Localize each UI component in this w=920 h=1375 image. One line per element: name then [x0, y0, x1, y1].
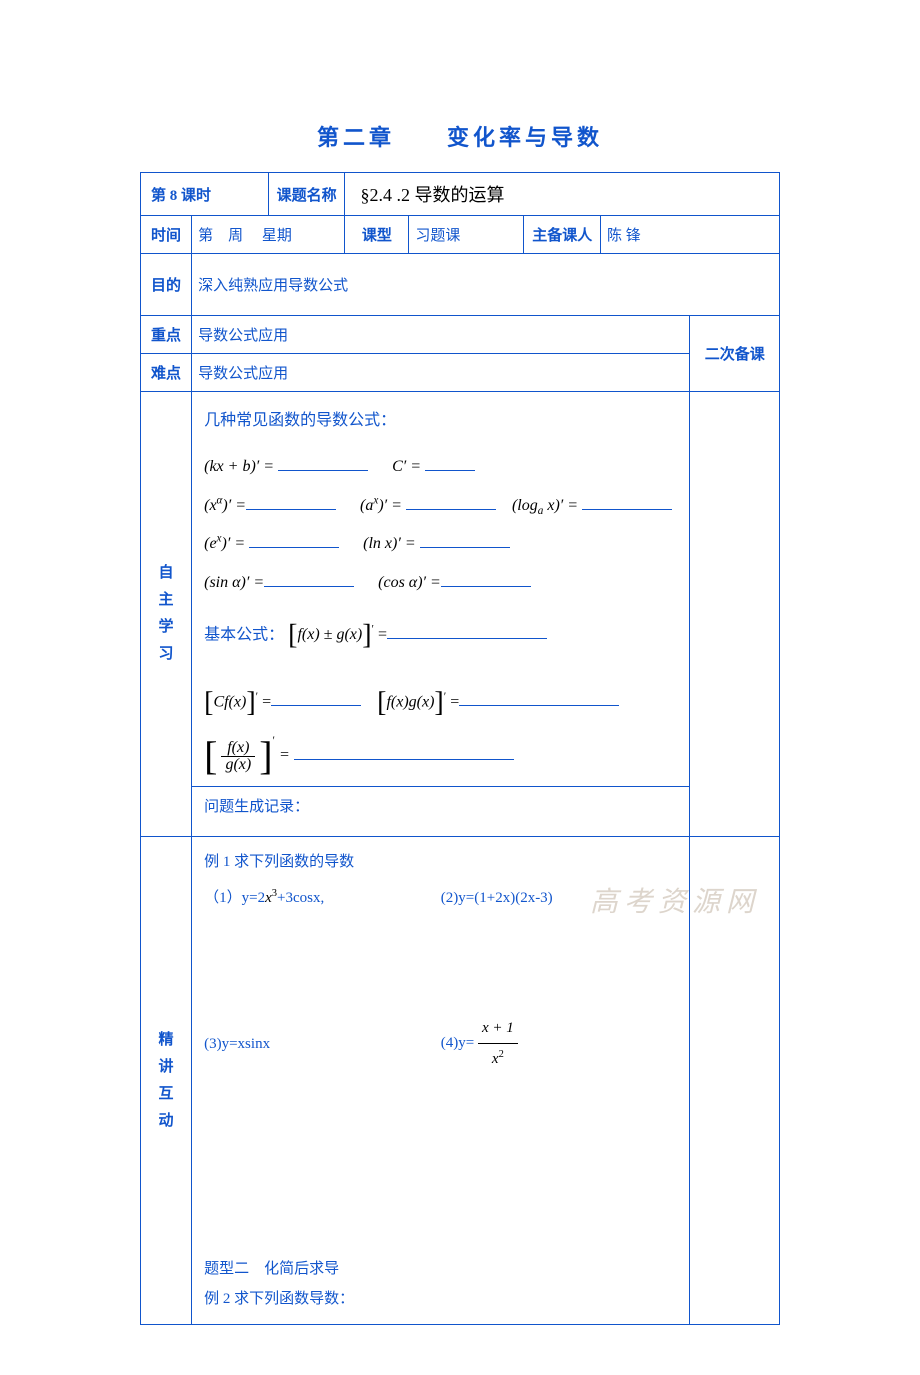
diff-value: 导数公式应用: [192, 354, 690, 392]
row-focus: 重点 导数公式应用 二次备课: [141, 316, 780, 354]
selfstudy-label: 自主学习: [141, 392, 192, 837]
lesson-number: 第 8 课时: [141, 173, 269, 216]
row-goal: 目的 深入纯熟应用导数公式: [141, 254, 780, 316]
lecture-label: 精讲互动: [141, 837, 192, 1325]
examples-cell: 例 1 求下列函数的导数 （1）y=2x3+3cosx, (2)y=(1+2x)…: [192, 837, 690, 1325]
record-cell: 问题生成记录：: [192, 787, 690, 837]
row-difficulty: 难点 导数公式应用: [141, 354, 780, 392]
focus-label: 重点: [141, 316, 192, 354]
type-label: 课型: [345, 216, 409, 254]
formula-line-1: (kx + b)′ = C′ =: [204, 448, 677, 486]
rule-heading: 基本公式：: [204, 626, 284, 643]
time-value: 第 周 星期: [192, 216, 345, 254]
formula-heading: 几种常见函数的导数公式：: [204, 402, 677, 440]
formula-line-4: (sin α)′ = (cos α)′ =: [204, 564, 677, 602]
formula-line-6: [Cf(x)]′ = [f(x)g(x)]′ =: [204, 669, 677, 736]
ex1-title: 例 1 求下列函数的导数: [204, 847, 677, 877]
prep-value: 陈 锋: [601, 216, 780, 254]
lecture-label-text: 精讲互动: [159, 1027, 174, 1135]
lesson-table: 第 8 课时 课题名称 §2.4 .2 导数的运算 时间 第 周 星期 课型 习…: [140, 172, 780, 1325]
ex1-4: (4)y= x + 1 x2: [441, 1013, 678, 1074]
ex2-title: 例 2 求下列函数导数：: [204, 1284, 677, 1314]
focus-value: 导数公式应用: [192, 316, 690, 354]
row-time: 时间 第 周 星期 课型 习题课 主备课人 陈 锋: [141, 216, 780, 254]
type-value: 习题课: [409, 216, 524, 254]
topic-label: 课题名称: [268, 173, 345, 216]
row-record: 问题生成记录：: [141, 787, 780, 837]
ex1-2: (2)y=(1+2x)(2x-3): [441, 883, 678, 913]
selfstudy-side: [690, 392, 780, 837]
ex1-1: （1）y=2x3+3cosx,: [204, 883, 441, 913]
chapter-title: 第二章 变化率与导数: [140, 120, 780, 152]
time-label: 时间: [141, 216, 192, 254]
formula-line-7: [ f(x) g(x) ]′ =: [204, 736, 677, 776]
selfstudy-label-text: 自主学习: [159, 560, 174, 668]
row-lecture: 精讲互动 例 1 求下列函数的导数 （1）y=2x3+3cosx, (2)y=(…: [141, 837, 780, 1325]
diff-label: 难点: [141, 354, 192, 392]
formula-line-2: (xα)′ = (ax)′ = (loga x)′ =: [204, 487, 677, 525]
formula-line-3: (ex)′ = (ln x)′ =: [204, 525, 677, 563]
section2-title: 题型二 化简后求导: [204, 1254, 677, 1284]
lecture-side: [690, 837, 780, 1325]
formulas-cell: 几种常见函数的导数公式： (kx + b)′ = C′ = (xα)′ = (a…: [192, 392, 690, 787]
goal-value: 深入纯熟应用导数公式: [192, 254, 780, 316]
side-label: 二次备课: [690, 316, 780, 392]
prep-label: 主备课人: [524, 216, 601, 254]
goal-label: 目的: [141, 254, 192, 316]
topic-value: §2.4 .2 导数的运算: [345, 173, 780, 216]
row-lesson: 第 8 课时 课题名称 §2.4 .2 导数的运算: [141, 173, 780, 216]
ex1-3: (3)y=xsinx: [204, 1029, 441, 1059]
formula-line-5: 基本公式： [f(x) ± g(x)]′ =: [204, 602, 677, 669]
row-selfstudy: 自主学习 几种常见函数的导数公式： (kx + b)′ = C′ = (xα)′…: [141, 392, 780, 787]
